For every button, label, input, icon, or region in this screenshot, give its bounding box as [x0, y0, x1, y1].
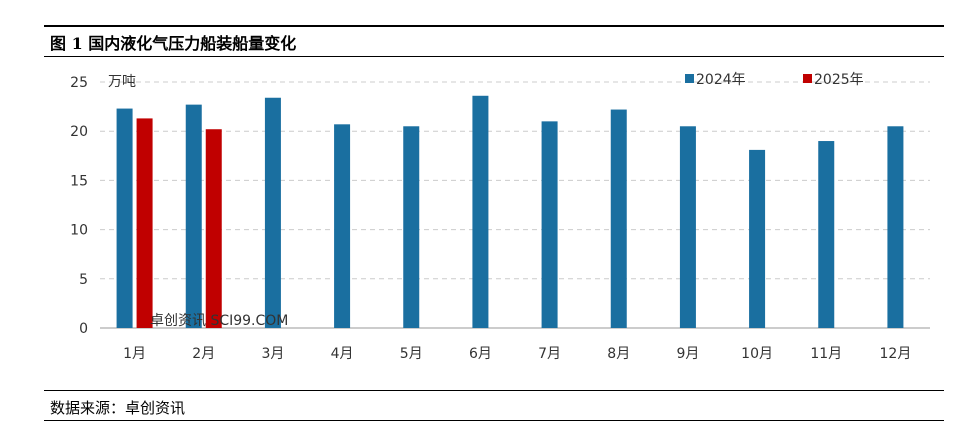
- bar-2024: [749, 149, 766, 328]
- legend-label: 2025年: [814, 72, 864, 88]
- x-tick-label: 11月: [810, 346, 842, 362]
- legend-swatch: [685, 74, 694, 83]
- chart-title: 图 1 国内液化气压力船装船量变化: [50, 34, 297, 53]
- x-tick-label: 2月: [192, 346, 215, 362]
- y-tick-label: 20: [70, 124, 88, 140]
- y-tick-label: 25: [70, 75, 88, 91]
- bar-2024: [116, 108, 133, 329]
- x-tick-label: 6月: [469, 346, 492, 362]
- bar-2024: [334, 124, 351, 328]
- y-tick-label: 5: [79, 272, 88, 288]
- x-tick-label: 9月: [676, 346, 699, 362]
- x-tick-label: 3月: [261, 346, 284, 362]
- legend-swatch: [803, 74, 812, 83]
- y-axis-label: 万吨: [108, 74, 136, 90]
- x-tick-label: 4月: [331, 346, 354, 362]
- x-tick-label: 10月: [741, 346, 773, 362]
- bar-2024: [887, 126, 904, 328]
- x-tick-label: 12月: [880, 346, 912, 362]
- legend-label: 2024年: [696, 72, 746, 88]
- x-tick-label: 7月: [538, 346, 561, 362]
- watermark: 卓创资讯 SCI99.COM: [150, 313, 288, 329]
- y-tick-label: 15: [70, 173, 88, 189]
- x-tick-label: 1月: [123, 346, 146, 362]
- bar-2025: [136, 118, 153, 329]
- bar-2024: [541, 121, 558, 328]
- source-text: 数据来源：卓创资讯: [50, 399, 186, 417]
- bar-2024: [185, 104, 202, 328]
- bar-2024: [610, 109, 627, 328]
- bar-2024: [264, 97, 281, 328]
- bar-2024: [818, 141, 835, 328]
- x-tick-label: 8月: [607, 346, 630, 362]
- bar-2025: [205, 129, 222, 328]
- y-tick-label: 0: [79, 321, 88, 337]
- bar-2024: [472, 95, 489, 328]
- bar-2024: [679, 126, 696, 328]
- bar-2024: [403, 126, 420, 328]
- y-tick-label: 10: [70, 223, 88, 239]
- x-tick-label: 5月: [400, 346, 423, 362]
